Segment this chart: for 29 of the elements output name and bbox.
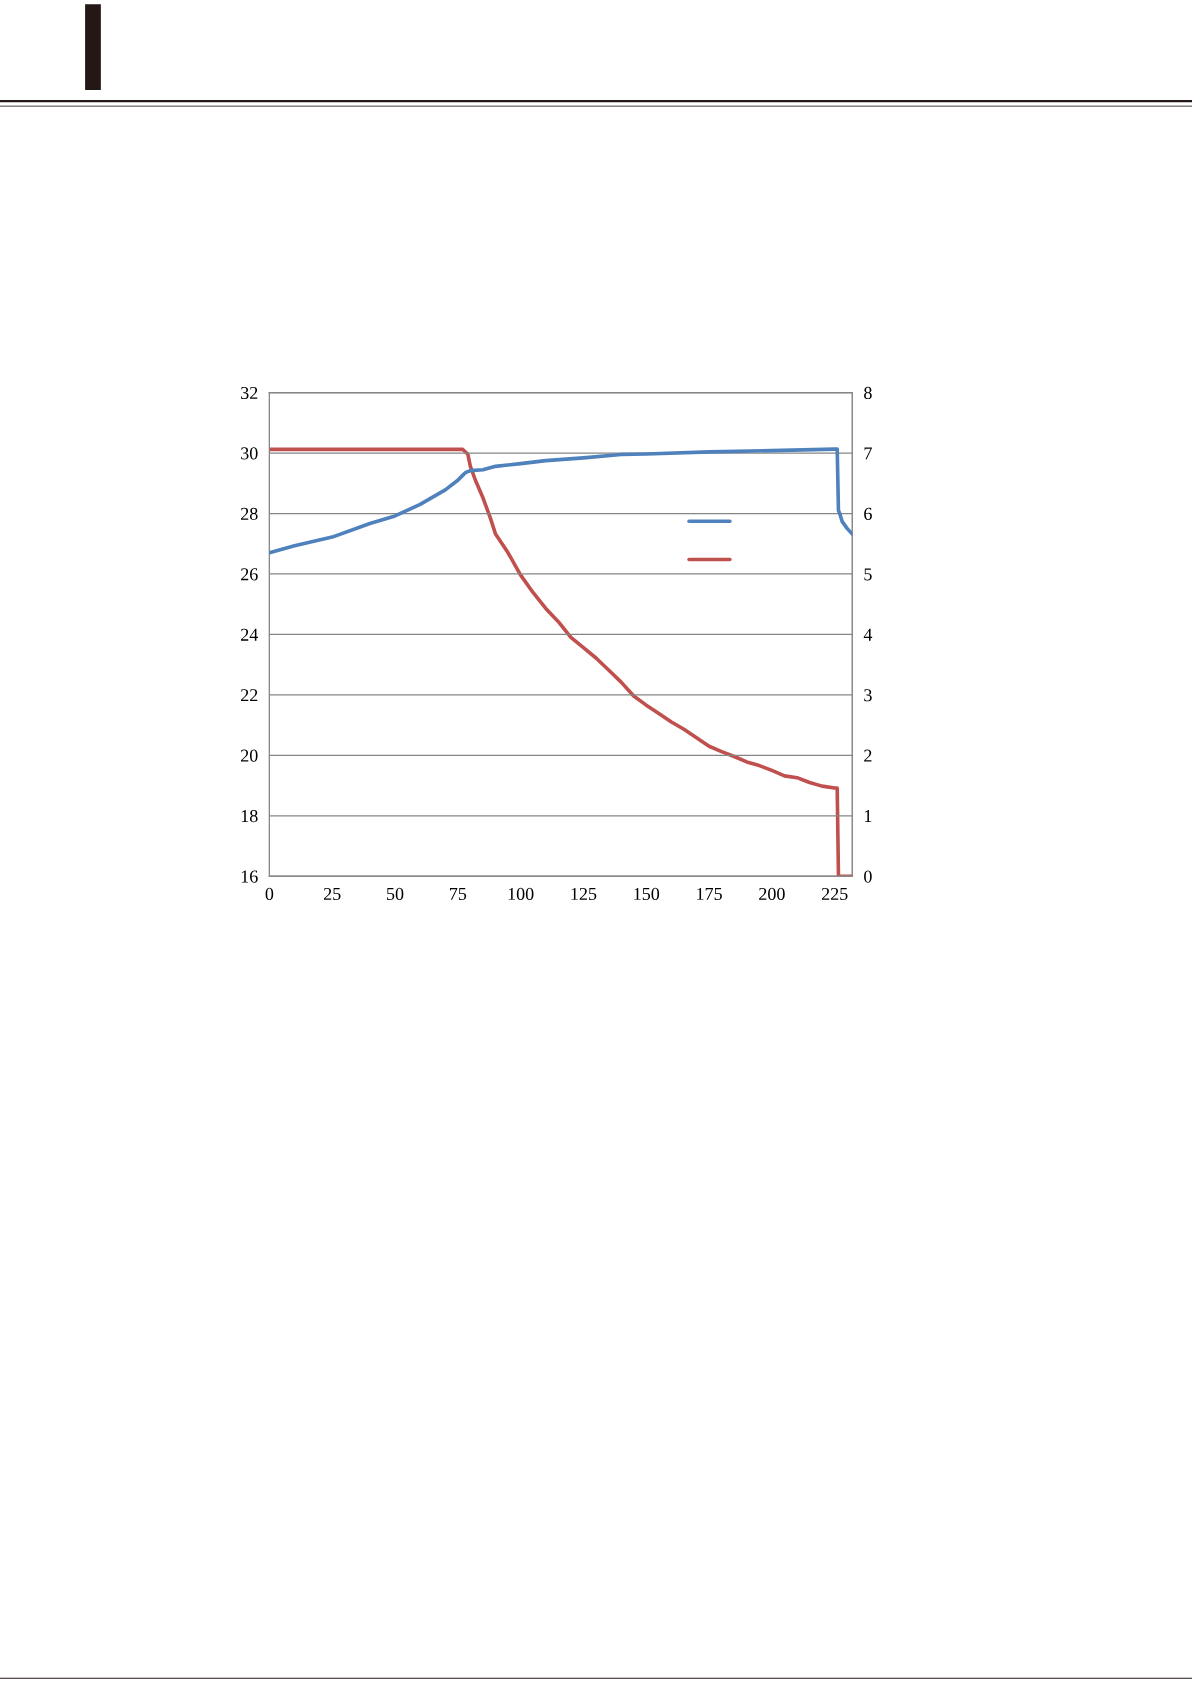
y-tick-label: 18 (241, 810, 258, 823)
y2-tick-label: 0 (864, 870, 872, 883)
y-tick-label: 30 (241, 447, 258, 460)
y-tick-label: 26 (241, 568, 258, 581)
line-series (269, 447, 853, 555)
y2-tick-label: 7 (864, 447, 872, 460)
x-tick-label: 50 (387, 887, 404, 901)
x-tick-label: 25 (323, 887, 341, 901)
y-tick-label: 22 (241, 689, 258, 702)
y2-tick-label: 3 (864, 689, 872, 702)
x-tick-label: 200 (759, 887, 785, 901)
x-tick-label: 175 (697, 887, 722, 901)
x-tick-label: 225 (821, 887, 848, 901)
x-tick-label: 0 (265, 887, 274, 901)
y-tick-label: 24 (241, 628, 258, 641)
y-tick-label: 32 (241, 386, 258, 400)
y2-tick-label: 6 (864, 507, 872, 520)
y-tick-label: 16 (241, 870, 258, 883)
y2-tick-label: 5 (864, 568, 872, 581)
x-tick-label: 100 (508, 887, 534, 901)
x-tick-label: 150 (634, 887, 660, 901)
y2-tick-label: 1 (864, 810, 872, 823)
x-tick-label: 75 (449, 888, 467, 901)
y2-tick-label: 4 (863, 628, 873, 641)
y-tick-label: 28 (241, 507, 258, 520)
y2-tick-label: 2 (864, 749, 872, 762)
y-tick-label: 20 (241, 749, 258, 762)
y2-tick-label: 8 (864, 386, 872, 400)
x-tick-label: 125 (571, 887, 597, 901)
